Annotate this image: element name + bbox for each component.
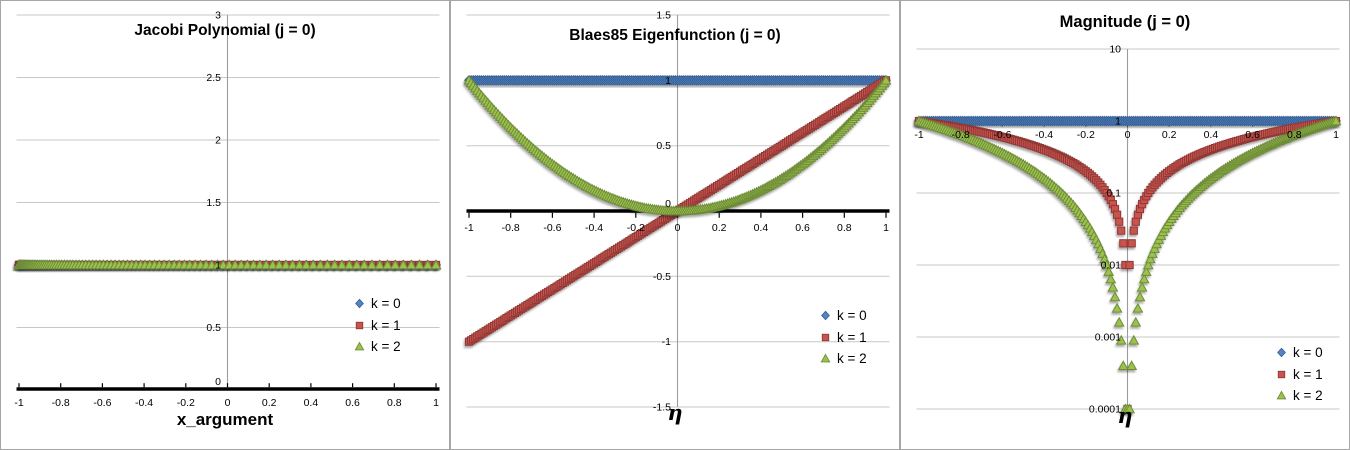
series-k=0 [914,115,1341,127]
x-tick-label: 0.2 [262,397,277,409]
y-tick-label: -1.5 [653,402,671,414]
chart-title: Magnitude (j = 0) [1059,13,1191,31]
legend-square-icon [821,333,830,341]
x-tick-label: -0.2 [627,222,645,234]
legend-item: k = 1 [819,327,867,349]
legend-label: k = 0 [371,296,401,312]
legend-item: k = 0 [353,293,401,315]
legend-label: k = 1 [837,329,867,345]
y-tick-label: -0.5 [653,271,671,283]
x-tick-label: 0.4 [304,397,319,409]
chart-panel-jacobi-polynomial[interactable]: 3 2.5 2 1.5 1 0.5 0 -1 -0.8 -0.6 -0.4 -0.2 0 0.2 0.4 0.… [0,0,450,450]
y-tick-label: 0.5 [656,140,671,152]
series-k=0 [464,75,891,86]
legend-diamond-icon [821,311,830,321]
y-tick-label: 3 [215,10,221,22]
x-tick-label: -1 [464,222,473,234]
legend-label: k = 2 [371,339,401,355]
x-tick-label: -0.6 [993,129,1011,141]
y-tick-label: -1 [662,336,671,348]
y-tick-label: 1.5 [206,197,221,209]
x-tick-label: 0.2 [712,222,727,234]
legend: k = 0 k = 1 k = 2 [819,305,867,370]
x-tick-label: 0.6 [345,397,360,409]
legend-diamond-icon [355,299,364,309]
chart-panel-blaes85-eigenfunction[interactable]: 1.5 1 0.5 0 -0.5 -1 -1.5 -1 -0.8 -0.6 -0.4 -0.2 0 0.2… [450,0,900,450]
y-tick-label: 1 [1115,116,1121,128]
x-tick-label: 0.8 [387,397,402,409]
legend-label: k = 1 [371,317,401,333]
x-tick-label: -1 [914,129,923,141]
y-tick-label: 1.5 [656,10,671,22]
x-axis-title: x_argument [176,410,274,429]
legend-label: k = 0 [1293,345,1323,361]
chart-title: Blaes85 Eigenfunction (j = 0) [569,27,781,44]
x-tick-label: -0.2 [1077,129,1095,141]
x-tick-label: 1 [883,222,889,234]
x-tick-label: 0 [225,397,231,409]
legend-triangle-icon [1276,391,1287,400]
legend-diamond-icon [1277,348,1286,358]
x-tick-label: 0.8 [837,222,852,234]
y-tick-label: 1 [215,260,221,272]
x-tick-label: -0.4 [1035,129,1053,141]
x-tick-label: 1 [433,397,439,409]
y-tick-label: 1 [665,75,671,87]
y-tick-label: 0.001 [1095,332,1121,344]
legend-item: k = 0 [1275,342,1323,364]
x-tick-label: -0.2 [177,397,195,409]
legend-item: k = 1 [1275,364,1323,386]
x-tick-label: -0.6 [93,397,111,409]
y-tick-label: 10 [1109,44,1121,56]
x-tick-label: -0.4 [135,397,153,409]
legend-label: k = 2 [1293,388,1323,404]
x-tick-label: 1 [1333,129,1339,141]
legend-square-icon [1277,370,1286,378]
legend-item: k = 1 [353,315,401,337]
x-tick-label: 0.4 [1204,129,1219,141]
legend-item: k = 2 [1275,385,1323,407]
y-tick-label: 2.5 [206,72,221,84]
chart-title: Jacobi Polynomial (j = 0) [134,22,316,39]
legend-item: k = 0 [819,305,867,327]
x-axis-title: η [667,400,683,425]
x-tick-label: -0.8 [52,397,70,409]
legend-triangle-icon [354,342,365,351]
legend-item: k = 2 [353,336,401,358]
y-tick-label: 0.0001 [1089,404,1121,416]
x-tick-label: 0.4 [754,222,769,234]
x-tick-label: 0.2 [1162,129,1177,141]
x-tick-label: -0.8 [952,129,970,141]
x-tick-label: 0.6 [795,222,810,234]
plot-area: 3 2.5 2 1.5 1 0.5 0 -1 -0.8 -0.6 -0.4 -0.2 0 0.2 0.4 0.… [13,10,442,409]
y-tick-label: 0.01 [1101,260,1122,272]
legend: k = 0 k = 1 k = 2 [1275,342,1323,407]
x-tick-label: -0.4 [585,222,603,234]
legend-triangle-icon [820,354,831,363]
y-tick-label: 0 [215,376,221,388]
y-tick-label: 0 [665,198,671,210]
legend-label: k = 1 [1293,366,1323,382]
legend-label: k = 0 [837,308,867,324]
x-tick-label: -1 [14,397,23,409]
legend-item: k = 2 [819,348,867,370]
legend: k = 0 k = 1 k = 2 [353,293,401,358]
y-tick-label: 2 [215,135,221,147]
plot-area: 1.5 1 0.5 0 -0.5 -1 -1.5 -1 -0.8 -0.6 -0.4 -0.2 0 0.2… [463,10,892,414]
legend-square-icon [355,321,364,329]
x-tick-label: 0.8 [1287,129,1302,141]
chart-panel-magnitude[interactable]: 10 1 0.1 0.01 0.001 0.0001 -1 -0.8 -0.6 -0.4 -0.2 0… [900,0,1350,450]
x-axis-title: η [1117,403,1133,428]
x-tick-label: -0.8 [502,222,520,234]
y-tick-label: 0.1 [1106,188,1121,200]
x-tick-label: -0.6 [543,222,561,234]
x-tick-label: 0 [1125,129,1131,141]
x-tick-label: 0 [675,222,681,234]
x-tick-label: 0.6 [1245,129,1260,141]
y-tick-label: 0.5 [206,322,221,334]
legend-label: k = 2 [837,351,867,367]
